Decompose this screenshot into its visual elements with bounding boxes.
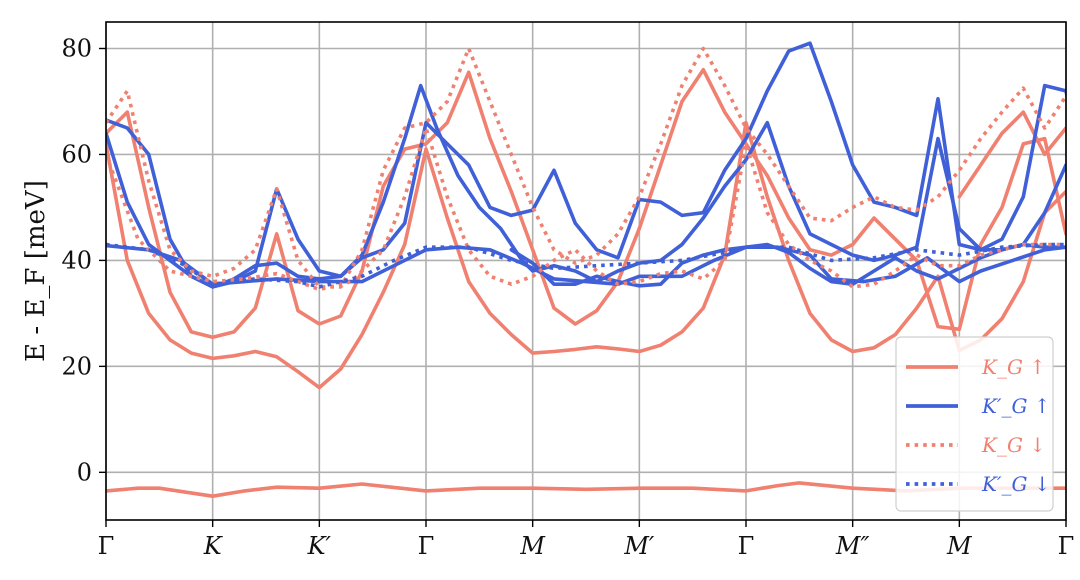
- x-axis: Γ K K′ Γ M M′ Γ M″ M Γ: [98, 520, 1075, 560]
- y-axis-label: E - E_F [meV]: [21, 180, 51, 362]
- y-tick-label: 60: [61, 140, 92, 168]
- x-tick-label: M: [519, 532, 546, 560]
- y-tick-label: 80: [61, 34, 92, 62]
- series-line-KG_down-8: [106, 46, 1066, 289]
- x-tick-label: Γ: [418, 532, 435, 560]
- x-tick-label: M″: [835, 532, 870, 560]
- plot-frame: [105, 21, 1067, 521]
- x-tick-label: Γ: [738, 532, 755, 560]
- x-tick-label: Γ: [98, 532, 115, 560]
- series-lines: [106, 41, 1066, 498]
- legend-label: K_G ↑: [981, 355, 1046, 379]
- series-line-KpG_up-7: [509, 242, 1066, 288]
- series-line-KG_up-1: [106, 120, 1066, 390]
- legend-box: [895, 336, 1054, 512]
- x-tick-label: K′: [307, 532, 332, 560]
- x-tick-label: M: [946, 532, 973, 560]
- legend-label: K_G ↓: [981, 433, 1046, 457]
- x-tick-label: K: [203, 532, 224, 560]
- y-tick-label: 20: [61, 352, 92, 380]
- series-line-KG_up-0: [106, 481, 1066, 498]
- y-tick-label: 40: [61, 246, 92, 274]
- y-axis: 0 20 40 60 80: [61, 34, 106, 486]
- series-line-KpG_up-4: [106, 41, 1066, 289]
- x-tick-label: M′: [623, 532, 655, 560]
- legend: K_G ↑ K′_G ↑ K_G ↓ K′_G ↓: [895, 336, 1054, 512]
- legend-label: K′_G ↑: [981, 394, 1051, 418]
- legend-label: K′_G ↓: [981, 472, 1051, 496]
- y-tick-label: 0: [77, 458, 92, 486]
- x-tick-label: Γ: [1058, 532, 1075, 560]
- series-line-KG_up-3: [957, 110, 1066, 199]
- series-line-KG_down-9: [106, 126, 1066, 292]
- series-line-KpG_down-10: [106, 242, 1066, 289]
